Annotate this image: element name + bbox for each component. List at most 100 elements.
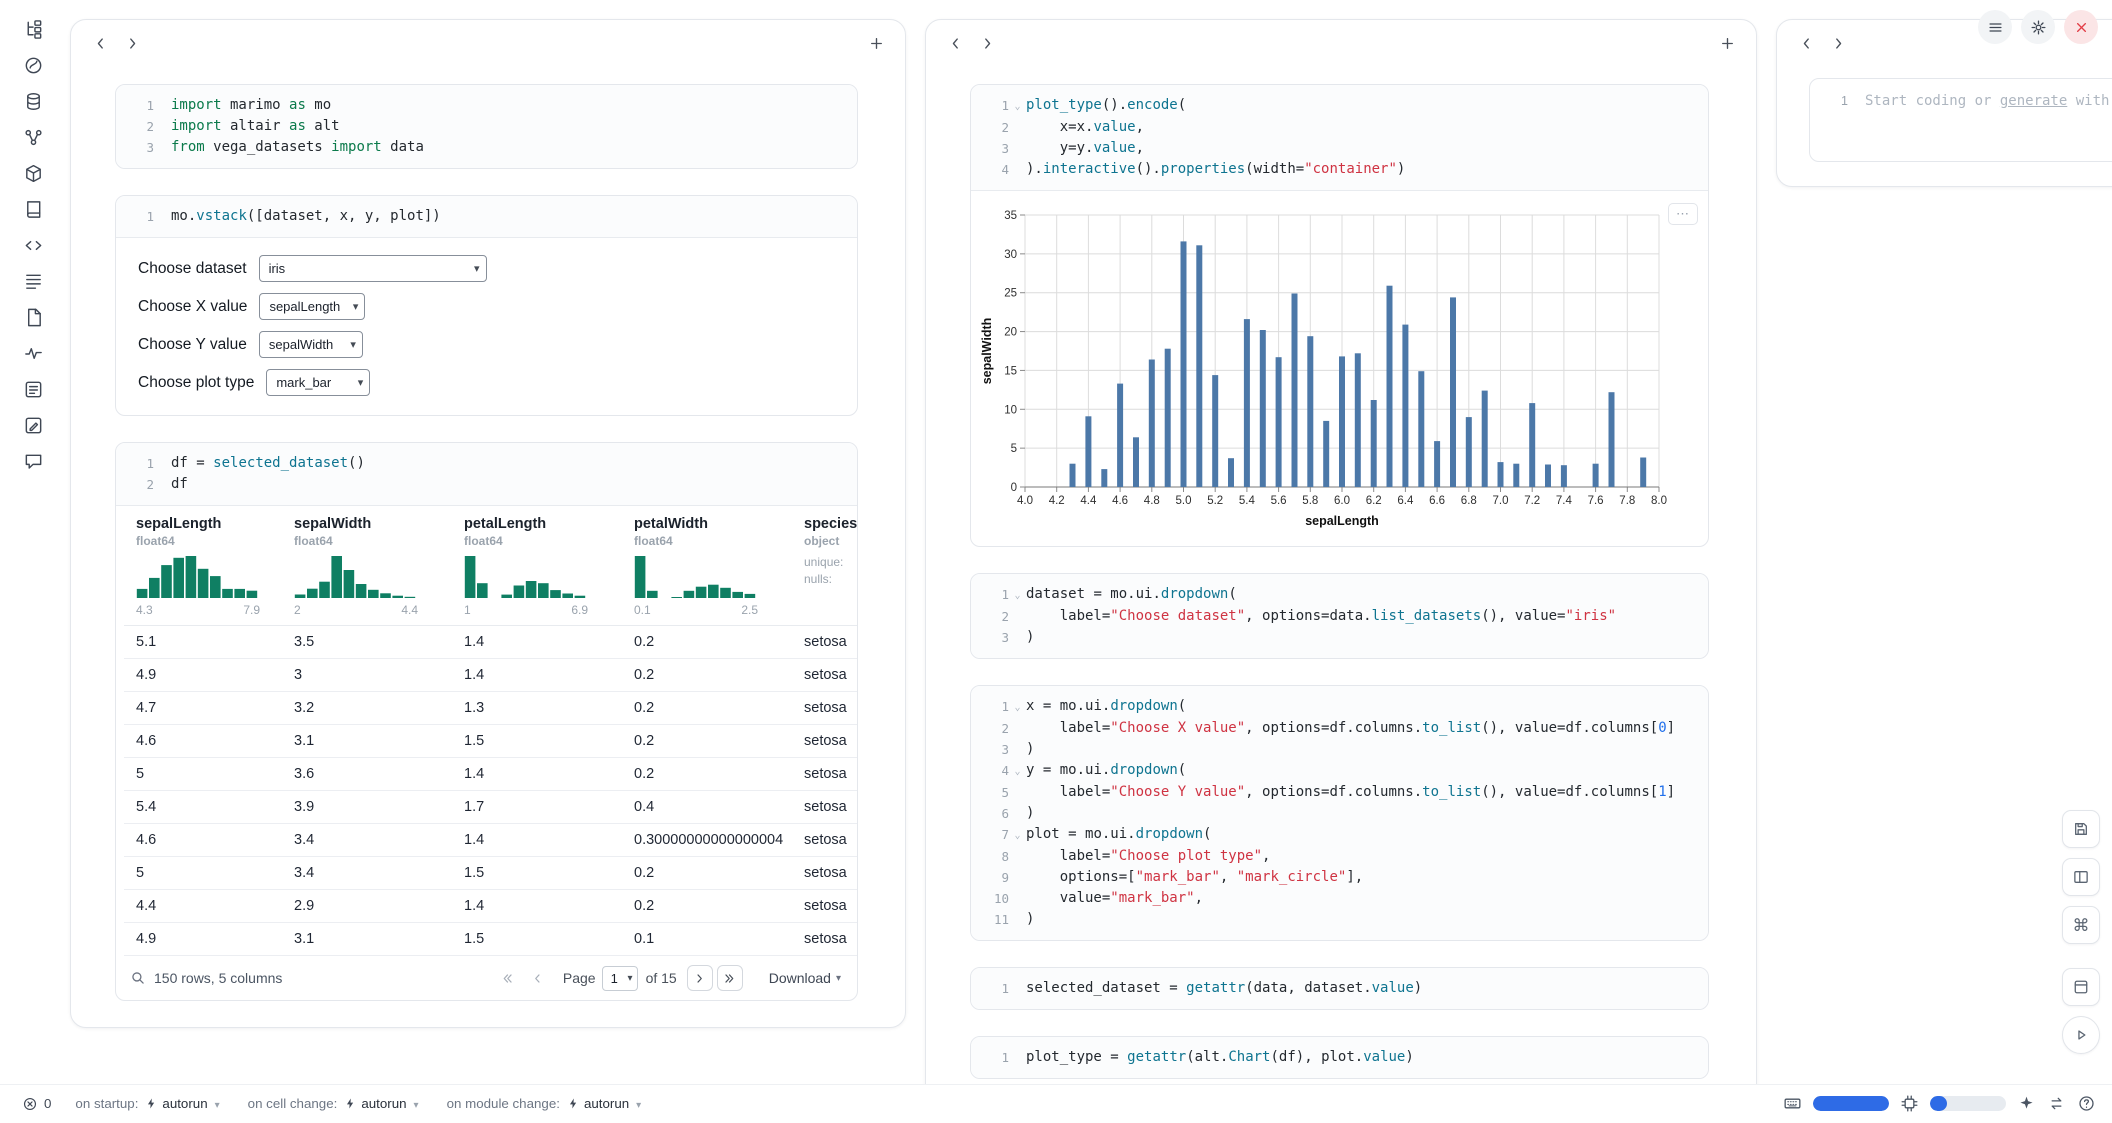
prev-page-button[interactable] (525, 965, 551, 991)
add-cell-button[interactable] (1712, 28, 1742, 58)
fold-icon[interactable]: ⌄ (1009, 696, 1026, 718)
fold-icon[interactable]: ⌄ (1009, 95, 1026, 117)
keyboard-shortcuts-icon[interactable]: ⌘ (2062, 906, 2100, 944)
code-editor[interactable]: 1plot_type = getattr(alt.Chart(df), plot… (971, 1037, 1708, 1078)
table-row[interactable]: 53.61.40.2setosa (124, 758, 857, 791)
code-line[interactable]: 4⌄y = mo.ui.dropdown( (975, 760, 1702, 782)
column-move-right-button[interactable] (117, 28, 147, 58)
file-explorer-icon[interactable] (17, 16, 49, 43)
code-line[interactable]: 1⌄plot_type().encode( (975, 95, 1702, 117)
datasources-icon[interactable] (17, 88, 49, 115)
column-header[interactable]: speciesobject (792, 506, 857, 552)
table-row[interactable]: 5.13.51.40.2setosa (124, 626, 857, 659)
fold-icon[interactable]: ⌄ (1009, 760, 1026, 782)
code-line[interactable]: 9 options=["mark_bar", "mark_circle"], (975, 867, 1702, 888)
search-icon[interactable] (130, 970, 146, 986)
code-line[interactable]: 5 label="Choose Y value", options=df.col… (975, 782, 1702, 803)
variables-icon[interactable] (17, 124, 49, 151)
last-page-button[interactable] (717, 965, 743, 991)
scratchpad-icon[interactable] (17, 412, 49, 439)
add-cell-button[interactable] (861, 28, 891, 58)
swap-icon[interactable] (2047, 1094, 2066, 1113)
code-line[interactable]: 4).interactive().properties(width="conta… (975, 159, 1702, 180)
table-row[interactable]: 4.42.91.40.2setosa (124, 890, 857, 923)
code-line[interactable]: 2import altair as alt (120, 116, 851, 137)
code-cell-dataset-dropdown[interactable]: 1⌄dataset = mo.ui.dropdown(2 label="Choo… (970, 573, 1709, 659)
code-cell-xy-plot-dropdowns[interactable]: 1⌄x = mo.ui.dropdown(2 label="Choose X v… (970, 685, 1709, 941)
page-select[interactable]: 1 (602, 966, 638, 991)
column-move-right-button[interactable] (1823, 28, 1853, 58)
code-editor[interactable]: 1⌄dataset = mo.ui.dropdown(2 label="Choo… (971, 574, 1708, 658)
column-move-right-button[interactable] (972, 28, 1002, 58)
vega-bar-chart[interactable]: 4.04.24.44.64.85.05.25.45.65.86.06.26.46… (979, 203, 1704, 538)
column-move-left-button[interactable] (85, 28, 115, 58)
code-cell-plot-type[interactable]: 1plot_type = getattr(alt.Chart(df), plot… (970, 1036, 1709, 1079)
run-all-play-icon[interactable] (2062, 1016, 2100, 1054)
code-line[interactable]: 7⌄plot = mo.ui.dropdown( (975, 824, 1702, 846)
notebook-file-icon[interactable] (17, 304, 49, 331)
help-icon[interactable] (2077, 1094, 2096, 1113)
column-header[interactable]: petalWidthfloat64 (622, 506, 792, 552)
column-move-left-button[interactable] (940, 28, 970, 58)
save-icon[interactable] (2062, 810, 2100, 848)
cpu-icon[interactable] (1900, 1094, 1919, 1113)
marimo-logo-icon[interactable] (17, 52, 49, 79)
code-line[interactable]: 2 x=x.value, (975, 117, 1702, 138)
tracing-icon[interactable] (17, 340, 49, 367)
menu-icon[interactable] (1978, 10, 2012, 44)
code-line[interactable]: 1⌄x = mo.ui.dropdown( (975, 696, 1702, 718)
table-row[interactable]: 53.41.50.2setosa (124, 857, 857, 890)
column-header[interactable]: sepalLengthfloat64 (124, 506, 282, 552)
code-line[interactable]: 11) (975, 909, 1702, 930)
keyboard-icon[interactable] (1783, 1094, 1802, 1113)
code-line[interactable]: 1⌄dataset = mo.ui.dropdown( (975, 584, 1702, 606)
code-editor[interactable]: 1df = selected_dataset()2df (116, 443, 857, 505)
code-line[interactable]: 1mo.vstack([dataset, x, y, plot]) (120, 206, 851, 227)
code-editor[interactable]: 1import marimo as mo2import altair as al… (116, 85, 857, 168)
fold-icon[interactable]: ⌄ (1009, 584, 1026, 606)
code-cell-imports[interactable]: 1import marimo as mo2import altair as al… (115, 84, 858, 169)
code-line[interactable]: 1plot_type = getattr(alt.Chart(df), plot… (975, 1047, 1702, 1068)
code-line[interactable]: 6) (975, 803, 1702, 824)
code-cell-plot[interactable]: 1⌄plot_type().encode(2 x=x.value,3 y=y.v… (970, 84, 1709, 547)
code-line[interactable]: 1selected_dataset = getattr(data, datase… (975, 978, 1702, 999)
shutdown-close-icon[interactable] (2064, 10, 2098, 44)
table-row[interactable]: 4.931.40.2setosa (124, 659, 857, 692)
table-row[interactable]: 4.93.11.50.1setosa (124, 923, 857, 956)
layout-icon[interactable] (2062, 858, 2100, 896)
next-page-button[interactable] (687, 965, 713, 991)
code-cell-selected-dataset[interactable]: 1selected_dataset = getattr(data, datase… (970, 967, 1709, 1010)
code-editor[interactable]: 1selected_dataset = getattr(data, datase… (971, 968, 1708, 1009)
code-editor[interactable]: 1mo.vstack([dataset, x, y, plot]) (116, 196, 857, 237)
outline-icon[interactable] (17, 376, 49, 403)
table-row[interactable]: 4.63.41.40.30000000000000004setosa (124, 824, 857, 857)
code-line[interactable]: 2 label="Choose dataset", options=data.l… (975, 606, 1702, 627)
code-line[interactable]: 2 label="Choose X value", options=df.col… (975, 718, 1702, 739)
code-line[interactable]: 1import marimo as mo (120, 95, 851, 116)
empty-cell[interactable]: 1 Start coding or generate with AI. (1809, 78, 2112, 162)
code-line[interactable]: 10 value="mark_bar", (975, 888, 1702, 909)
dataset-dropdown[interactable]: iris (259, 255, 487, 282)
code-line[interactable]: 3from vega_datasets import data (120, 137, 851, 158)
app-view-icon[interactable] (2062, 968, 2100, 1006)
logs-icon[interactable] (17, 268, 49, 295)
code-editor[interactable]: 1⌄plot_type().encode(2 x=x.value,3 y=y.v… (971, 85, 1708, 190)
code-line[interactable]: 3) (975, 739, 1702, 760)
download-button[interactable]: Download (769, 970, 841, 986)
documentation-icon[interactable] (17, 196, 49, 223)
on-startup-chip[interactable]: on startup: autorun (61, 1085, 233, 1123)
first-page-button[interactable] (495, 965, 521, 991)
table-row[interactable]: 4.63.11.50.2setosa (124, 725, 857, 758)
plot-type-dropdown[interactable]: mark_bar (266, 369, 370, 396)
fold-icon[interactable]: ⌄ (1009, 824, 1026, 846)
code-cell-vstack[interactable]: 1mo.vstack([dataset, x, y, plot]) Choose… (115, 195, 858, 416)
generate-with-ai-link[interactable]: generate (2000, 93, 2067, 109)
packages-icon[interactable] (17, 160, 49, 187)
chart-actions-button[interactable]: ⋯ (1668, 203, 1698, 225)
column-header[interactable]: petalLengthfloat64 (452, 506, 622, 552)
chat-icon[interactable] (17, 448, 49, 475)
settings-gear-icon[interactable] (2021, 10, 2055, 44)
error-count-badge[interactable]: 0 (12, 1091, 61, 1117)
code-editor[interactable]: 1⌄x = mo.ui.dropdown(2 label="Choose X v… (971, 686, 1708, 940)
x-value-dropdown[interactable]: sepalLength (259, 293, 365, 320)
